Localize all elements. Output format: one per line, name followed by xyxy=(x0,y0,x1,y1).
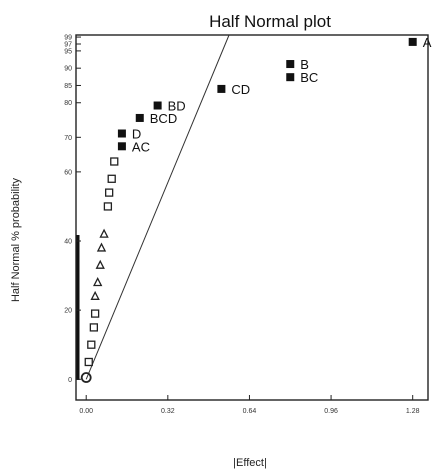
y-tick-label: 60 xyxy=(64,169,72,176)
reference-line xyxy=(85,34,230,380)
y-tick-label: 97 xyxy=(64,41,72,48)
effect-points xyxy=(80,37,417,383)
effect-point-labeled xyxy=(117,142,126,151)
chart-title: Half Normal plot xyxy=(209,12,331,31)
y-tick-label: 20 xyxy=(64,308,72,315)
x-axis-label: |Effect| xyxy=(233,457,267,469)
effect-point-triangle xyxy=(95,259,105,269)
x-tick-label: 0.00 xyxy=(79,408,93,415)
y-tick-label: 70 xyxy=(64,135,72,142)
x-tick-label: 0.96 xyxy=(324,408,338,415)
y-tick-label: 85 xyxy=(64,83,72,90)
effect-point-square xyxy=(89,323,99,332)
effect-point-square xyxy=(105,188,114,197)
y-tick-label: 0 xyxy=(68,377,72,384)
x-axis-ticks: 0.00 0.32 0.64 0.96 1.28 xyxy=(79,395,420,415)
effect-point-labeled xyxy=(408,37,417,46)
effect-point-triangle xyxy=(90,290,100,300)
effect-point-square xyxy=(84,357,93,367)
effect-point-square xyxy=(107,174,116,183)
effect-point-circle xyxy=(80,372,92,383)
plot-frame xyxy=(75,34,429,401)
effect-point-square xyxy=(110,157,119,166)
effect-point-labeled xyxy=(153,101,162,110)
y-tick-label: 80 xyxy=(64,100,72,107)
effect-point-labeled xyxy=(135,113,144,122)
effect-point-square xyxy=(87,340,96,349)
x-tick-label: 0.64 xyxy=(243,408,257,415)
effect-label: A xyxy=(423,35,432,50)
y-axis-label: Half Normal % probability xyxy=(10,177,22,302)
effect-point-labeled xyxy=(286,60,295,69)
y-tick-label: 40 xyxy=(64,239,72,246)
effect-point-triangle xyxy=(96,242,107,252)
y-tick-label: 99 xyxy=(64,35,72,42)
effect-point-triangle xyxy=(93,277,103,287)
effect-label: CD xyxy=(231,82,250,97)
effect-point-labeled xyxy=(117,129,126,138)
y-tick-label: 90 xyxy=(64,66,72,73)
effect-point-square xyxy=(103,202,113,211)
effect-label: AC xyxy=(132,139,150,154)
effect-label: BC xyxy=(300,70,318,85)
effect-label: BD xyxy=(168,99,186,114)
effect-point-triangle xyxy=(99,228,109,238)
effect-point-square xyxy=(90,309,100,318)
x-tick-label: 0.32 xyxy=(161,408,175,415)
x-tick-label: 1.28 xyxy=(406,408,420,415)
effect-label: B xyxy=(300,57,309,72)
effect-point-labeled xyxy=(217,84,226,93)
effect-label: D xyxy=(132,127,141,142)
effect-label: BCD xyxy=(150,111,177,126)
y-tick-label: 95 xyxy=(64,48,72,55)
effect-point-labeled xyxy=(286,73,295,82)
